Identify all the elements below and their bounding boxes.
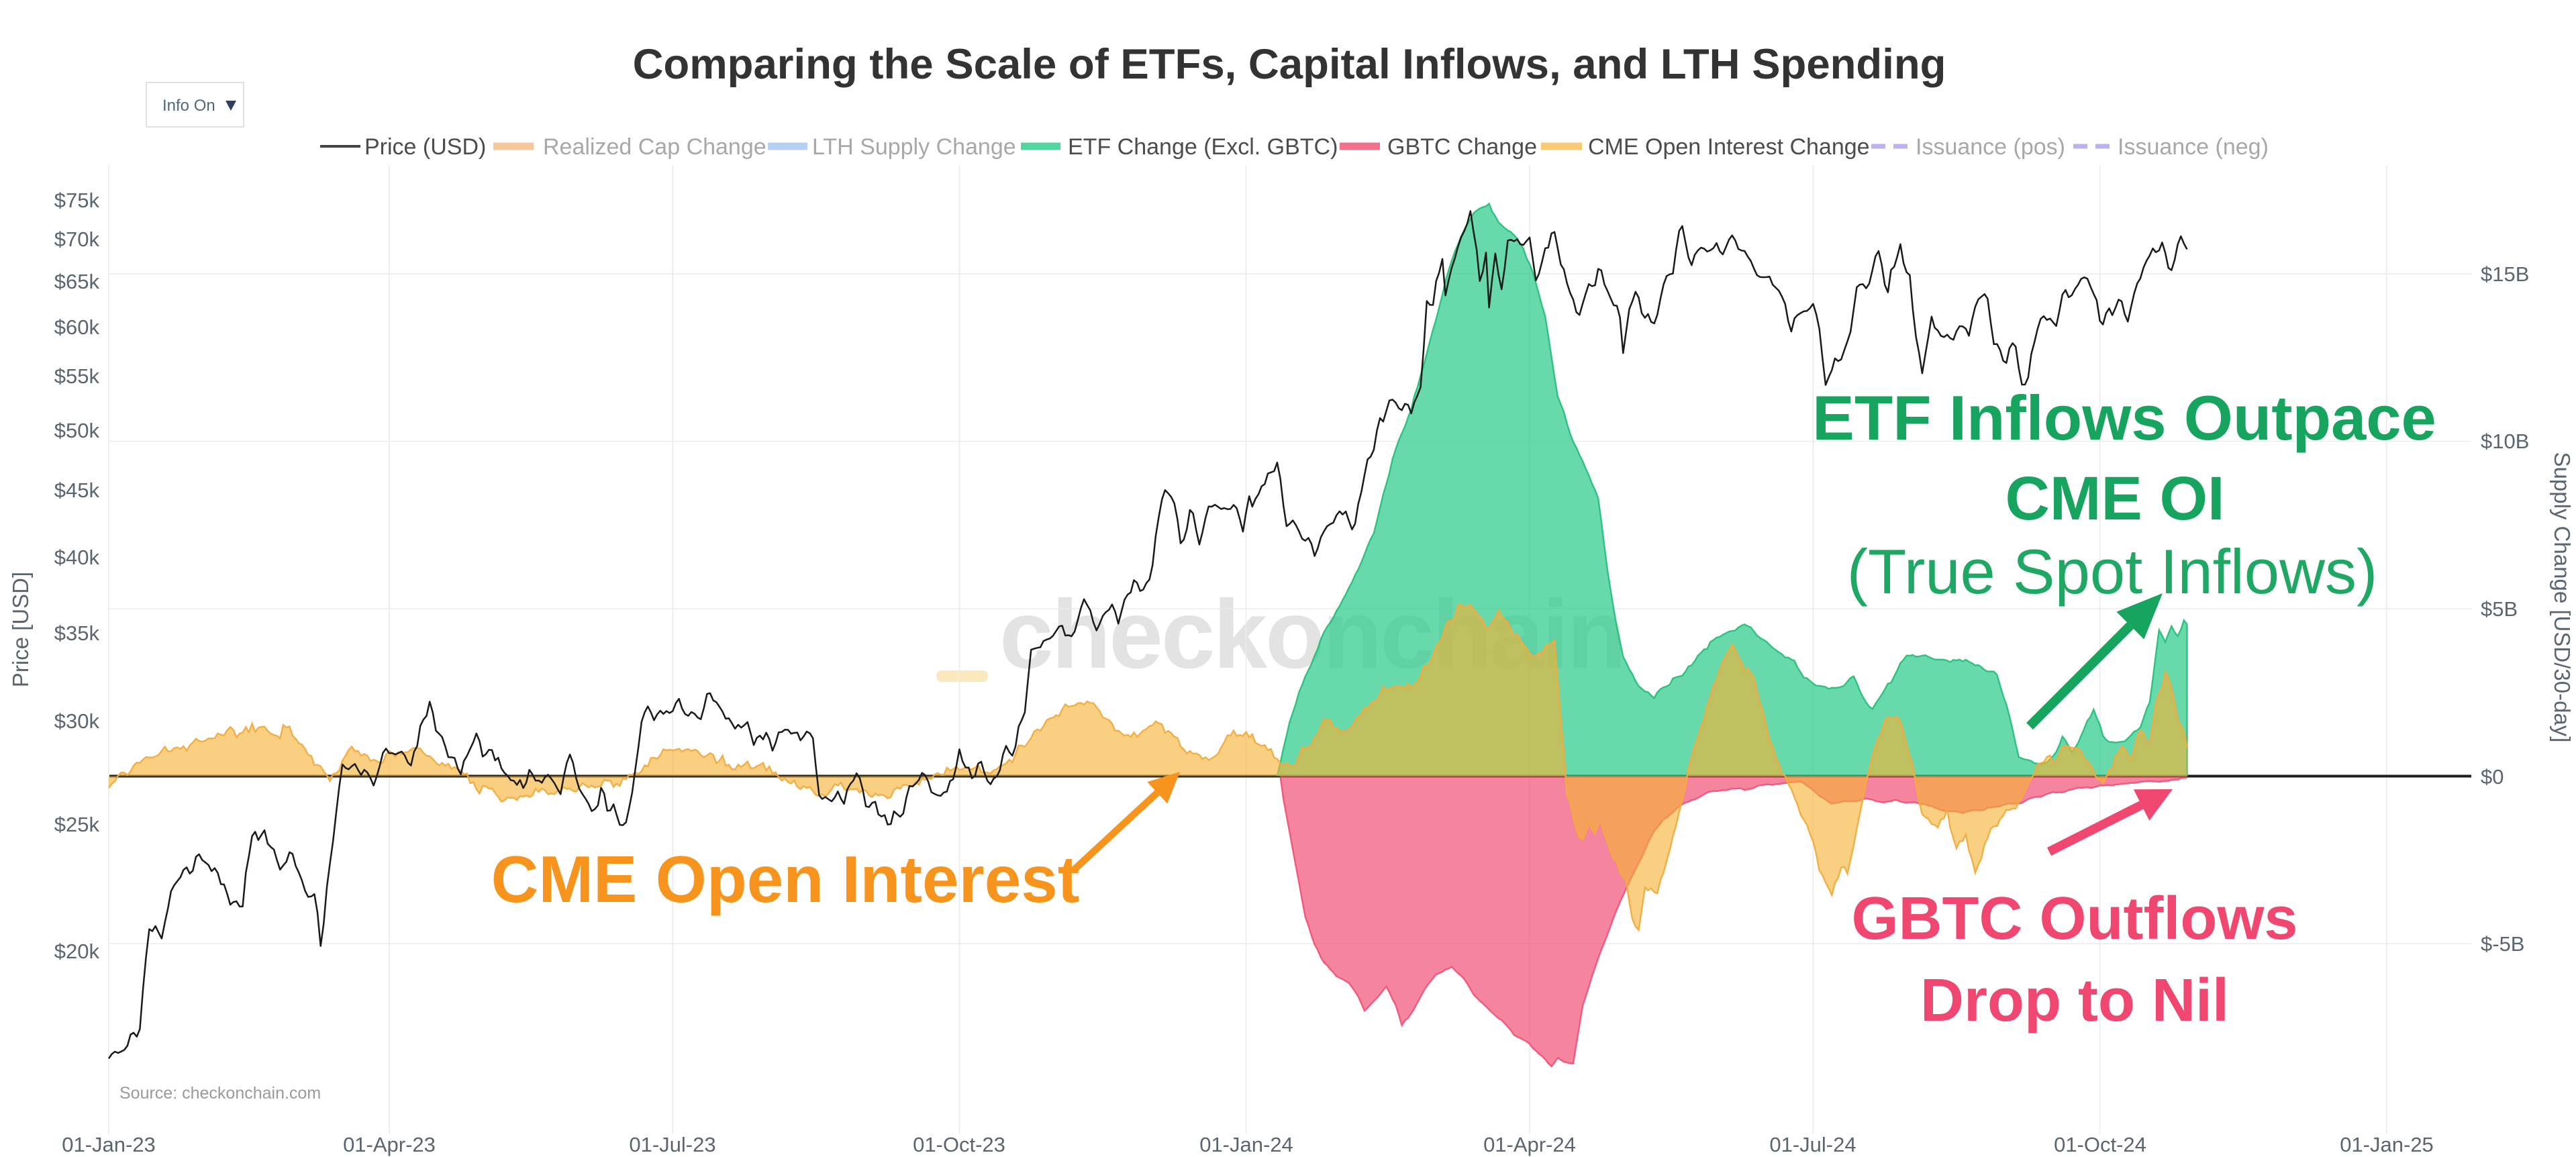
svg-text:$50k: $50k: [54, 419, 100, 442]
svg-text:$20k: $20k: [54, 940, 100, 963]
svg-text:01-Jan-23: 01-Jan-23: [62, 1133, 156, 1156]
svg-text:(True Spot Inflows): (True Spot Inflows): [1847, 536, 2378, 607]
svg-text:$40k: $40k: [54, 546, 100, 569]
svg-text:Comparing the Scale of ETFs, C: Comparing the Scale of ETFs, Capital Inf…: [633, 41, 1946, 88]
svg-text:$15B: $15B: [2481, 262, 2529, 286]
svg-text:$10B: $10B: [2481, 430, 2529, 453]
svg-text:01-Jan-25: 01-Jan-25: [2340, 1133, 2434, 1156]
svg-text:$0: $0: [2481, 765, 2504, 789]
svg-text:$5B: $5B: [2481, 597, 2518, 621]
svg-text:Realized Cap Change: Realized Cap Change: [543, 134, 766, 160]
svg-text:$70k: $70k: [54, 228, 100, 251]
svg-text:$30k: $30k: [54, 709, 100, 733]
svg-text:01-Apr-23: 01-Apr-23: [343, 1133, 436, 1156]
svg-text:Drop to Nil: Drop to Nil: [1920, 967, 2229, 1034]
svg-text:$75k: $75k: [54, 189, 100, 212]
svg-text:$60k: $60k: [54, 315, 100, 339]
svg-text:LTH Supply Change: LTH Supply Change: [812, 134, 1016, 160]
svg-text:Supply Change [USD/30-day]: Supply Change [USD/30-day]: [2550, 452, 2575, 743]
svg-text:Price [USD]: Price [USD]: [8, 572, 33, 687]
svg-text:$55k: $55k: [54, 364, 100, 388]
svg-text:GBTC Outflows: GBTC Outflows: [1852, 885, 2298, 952]
svg-text:Issuance (pos): Issuance (pos): [1916, 134, 2065, 160]
svg-text:Price (USD): Price (USD): [364, 134, 486, 160]
svg-text:$-5B: $-5B: [2481, 932, 2524, 956]
svg-text:$25k: $25k: [54, 813, 100, 836]
svg-text:CME Open Interest: CME Open Interest: [491, 842, 1080, 916]
svg-text:01-Apr-24: 01-Apr-24: [1483, 1133, 1576, 1156]
svg-text:CME OI: CME OI: [2005, 464, 2224, 533]
svg-text:$35k: $35k: [54, 621, 100, 645]
svg-text:01-Jan-24: 01-Jan-24: [1199, 1133, 1293, 1156]
svg-text:ETF Change (Excl. GBTC): ETF Change (Excl. GBTC): [1068, 134, 1338, 160]
svg-text:Issuance (neg): Issuance (neg): [2118, 134, 2269, 160]
svg-text:CME Open Interest Change: CME Open Interest Change: [1588, 134, 1870, 160]
svg-text:01-Jul-24: 01-Jul-24: [1769, 1133, 1856, 1156]
svg-text:GBTC Change: GBTC Change: [1387, 134, 1537, 160]
svg-text:Source: checkonchain.com: Source: checkonchain.com: [119, 1084, 321, 1103]
svg-text:01-Oct-24: 01-Oct-24: [2054, 1133, 2146, 1156]
svg-text:01-Jul-23: 01-Jul-23: [629, 1133, 715, 1156]
svg-text:Info On: Info On: [162, 97, 215, 115]
svg-text:$65k: $65k: [54, 270, 100, 293]
svg-text:01-Oct-23: 01-Oct-23: [913, 1133, 1005, 1156]
svg-text:$45k: $45k: [54, 479, 100, 502]
svg-text:ETF Inflows Outpace: ETF Inflows Outpace: [1812, 383, 2436, 453]
